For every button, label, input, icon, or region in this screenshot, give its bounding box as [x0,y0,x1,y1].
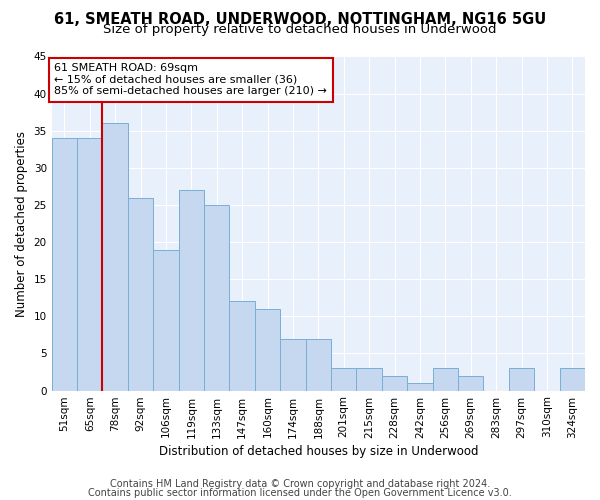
Bar [458,376,484,390]
Bar [103,124,128,390]
Bar [356,368,382,390]
Bar [153,250,179,390]
Bar [382,376,407,390]
Y-axis label: Number of detached properties: Number of detached properties [15,130,28,316]
Bar [305,338,331,390]
Text: 61 SMEATH ROAD: 69sqm
← 15% of detached houses are smaller (36)
85% of semi-deta: 61 SMEATH ROAD: 69sqm ← 15% of detached … [55,63,327,96]
Bar [77,138,103,390]
Bar [229,302,255,390]
Bar [331,368,356,390]
Bar [204,205,229,390]
Bar [255,309,280,390]
Bar [407,383,433,390]
X-axis label: Distribution of detached houses by size in Underwood: Distribution of detached houses by size … [158,444,478,458]
Text: Size of property relative to detached houses in Underwood: Size of property relative to detached ho… [103,24,497,36]
Bar [509,368,534,390]
Bar [560,368,585,390]
Bar [52,138,77,390]
Bar [128,198,153,390]
Bar [179,190,204,390]
Text: Contains public sector information licensed under the Open Government Licence v3: Contains public sector information licen… [88,488,512,498]
Bar [280,338,305,390]
Text: Contains HM Land Registry data © Crown copyright and database right 2024.: Contains HM Land Registry data © Crown c… [110,479,490,489]
Text: 61, SMEATH ROAD, UNDERWOOD, NOTTINGHAM, NG16 5GU: 61, SMEATH ROAD, UNDERWOOD, NOTTINGHAM, … [54,12,546,28]
Bar [433,368,458,390]
